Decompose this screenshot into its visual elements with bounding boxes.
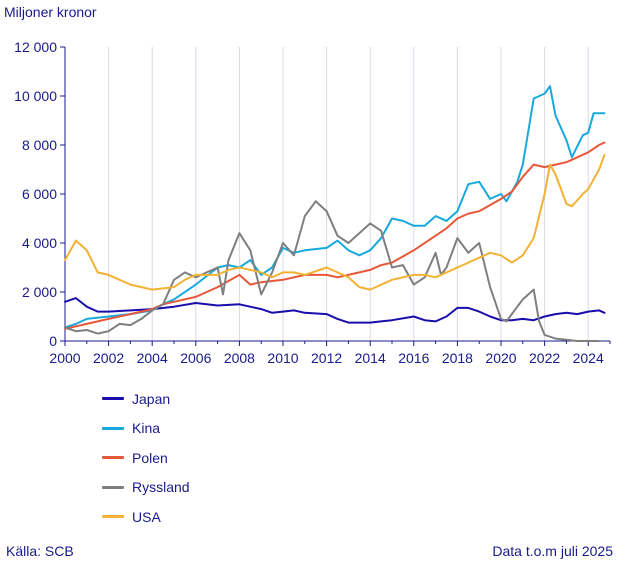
legend-item-usa: USA — [102, 502, 190, 532]
series-line-ryssland — [64, 200, 601, 342]
y-tick-label: 6 000 — [22, 186, 57, 202]
x-tick-label: 2014 — [355, 350, 386, 366]
legend-item-polen: Polen — [102, 443, 190, 473]
legend-swatch — [102, 456, 124, 460]
x-tick-label: 2010 — [267, 350, 298, 366]
source-text: Källa: SCB — [6, 543, 74, 559]
legend-label: USA — [132, 508, 161, 525]
y-tick-label: 2 000 — [22, 284, 57, 300]
y-tick-label: 8 000 — [22, 137, 57, 153]
legend-label: Ryssland — [132, 479, 190, 496]
legend-label: Polen — [132, 449, 168, 466]
y-tick-label: 10 000 — [14, 88, 57, 104]
y-tick-label: 12 000 — [14, 39, 57, 55]
legend-item-japan: Japan — [102, 384, 190, 414]
legend-label: Japan — [132, 390, 171, 407]
x-tick-label: 2012 — [311, 350, 342, 366]
x-tick-label: 2004 — [137, 350, 168, 366]
y-tick-label: 0 — [49, 333, 57, 349]
x-tick-label: 2024 — [573, 350, 604, 366]
legend-item-kina: Kina — [102, 414, 190, 444]
legend-item-ryssland: Ryssland — [102, 473, 190, 503]
series-line-kina — [64, 85, 606, 329]
x-tick-label: 2002 — [93, 350, 124, 366]
x-tick-label: 2006 — [180, 350, 211, 366]
x-tick-label: 2008 — [224, 350, 255, 366]
legend: Japan Kina Polen Ryssland USA — [102, 384, 190, 532]
legend-swatch — [102, 397, 124, 401]
y-tick-label: 4 000 — [22, 235, 57, 251]
series-line-usa — [64, 153, 606, 291]
x-tick-label: 2018 — [442, 350, 473, 366]
legend-swatch — [102, 515, 124, 519]
legend-swatch — [102, 485, 124, 489]
data-note: Data t.o.m juli 2025 — [492, 543, 613, 559]
x-tick-label: 2022 — [529, 350, 560, 366]
legend-label: Kina — [132, 420, 161, 437]
series-line-polen — [64, 141, 606, 330]
x-tick-label: 2016 — [398, 350, 429, 366]
x-tick-label: 2000 — [49, 350, 80, 366]
x-tick-label: 2020 — [485, 350, 516, 366]
y-axis-title: Miljoner kronor — [4, 4, 97, 20]
legend-swatch — [102, 426, 124, 430]
